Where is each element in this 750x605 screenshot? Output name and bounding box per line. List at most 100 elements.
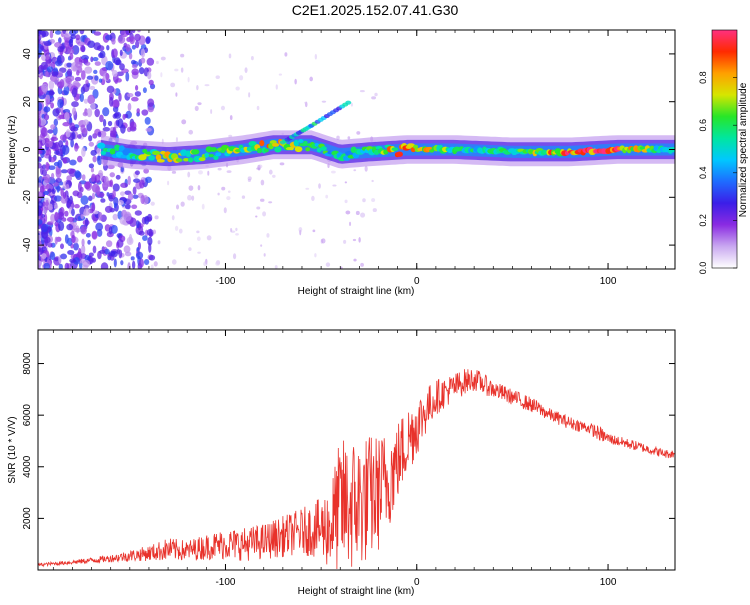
- spectrogram-speckle: [97, 155, 103, 166]
- spectrogram-speckle: [147, 105, 154, 113]
- spectrogram-speckle: [74, 145, 80, 150]
- spectrogram-speckle: [38, 34, 41, 41]
- x-tick-label: 100: [600, 276, 617, 287]
- spectrogram-speckle: [157, 240, 161, 245]
- spectrogram-speckle: [53, 141, 60, 152]
- spectrogram-speckle: [325, 194, 329, 199]
- spectrogram-speckle: [345, 210, 351, 215]
- spectrogram-speckle: [119, 49, 123, 56]
- spectrogram-speckle: [76, 191, 83, 199]
- spectrogram-speckle: [39, 185, 45, 194]
- spectrogram-band-cell: [152, 150, 161, 156]
- spectrogram-speckle: [49, 30, 54, 39]
- spectrogram-speckle: [99, 50, 106, 59]
- spectrogram-speckle: [255, 215, 258, 218]
- spectrogram-band-cell: [142, 148, 148, 154]
- spectrogram-speckle: [81, 147, 86, 158]
- spectrogram-speckle: [138, 230, 145, 236]
- spectrogram-speckle: [197, 185, 201, 191]
- spectrogram-speckle: [67, 237, 73, 247]
- spectrogram-speckle: [94, 75, 99, 81]
- spectrogram-speckle: [171, 259, 177, 265]
- spectrogram-speckle: [147, 236, 153, 246]
- spectrogram-speckle: [114, 112, 120, 117]
- spectrogram-speckle: [311, 195, 315, 201]
- spectrogram-speckle: [88, 252, 94, 257]
- spectrogram-speckle: [57, 46, 65, 53]
- spectrogram-speckle: [154, 215, 159, 220]
- spectrogram-speckle: [314, 53, 318, 60]
- spectrogram-band-cell: [118, 145, 125, 152]
- spectrogram-speckle: [235, 86, 240, 91]
- spectrogram-speckle: [62, 144, 70, 155]
- spectrogram-speckle: [62, 191, 67, 199]
- spectrogram-speckle: [134, 85, 139, 91]
- spectrogram-speckle: [111, 48, 118, 59]
- spectrogram-speckle: [82, 83, 90, 93]
- spectrogram-speckle: [55, 168, 62, 179]
- spectrogram-speckle: [43, 48, 50, 57]
- spectrogram-band-cell: [413, 144, 419, 149]
- spectrogram-band-layer: [97, 100, 675, 171]
- spectrogram-band-cell: [345, 150, 354, 157]
- spectrogram-speckle: [102, 119, 107, 127]
- spectrogram-speckle: [91, 231, 98, 239]
- spectrogram-speckle: [174, 68, 179, 72]
- spectrogram-speckle: [94, 61, 101, 66]
- spectrogram-speckle: [244, 67, 248, 74]
- spectrogram-speckle: [96, 147, 102, 155]
- spectrogram-speckle: [206, 235, 212, 241]
- spectrogram-speckle: [230, 228, 233, 232]
- spectrogram-speckle: [38, 246, 42, 257]
- spectrogram-speckle: [102, 107, 110, 117]
- spectrogram-speckle: [123, 245, 131, 254]
- spectrogram-speckle: [71, 101, 79, 108]
- spectrogram-speckle: [139, 179, 145, 189]
- spectrogram-speckle: [256, 206, 261, 210]
- spectrogram-speckle: [129, 36, 135, 45]
- spectrogram-speckle: [60, 169, 68, 174]
- spectrogram-speckle: [70, 34, 77, 40]
- spectrogram-speckle: [40, 45, 45, 50]
- y-tick-label: -20: [22, 190, 33, 205]
- spectrogram-speckle: [147, 71, 152, 80]
- spectrogram-speckle: [180, 201, 185, 207]
- spectrogram-speckle: [40, 127, 48, 137]
- spectrogram-speckle: [112, 126, 117, 137]
- spectrogram-speckle: [248, 92, 251, 98]
- spectrogram-speckle: [84, 217, 89, 227]
- spectrogram-speckle: [38, 208, 42, 216]
- spectrogram-speckle: [148, 79, 154, 86]
- spectrogram-speckle: [62, 30, 67, 34]
- spectrogram-speckle: [66, 175, 72, 182]
- spectrogram-speckle: [371, 198, 376, 202]
- spectrogram-band-cell: [256, 147, 263, 154]
- spectrogram-speckle: [104, 248, 110, 255]
- spectrogram-speckle: [196, 236, 201, 242]
- spectrogram-speckle: [284, 52, 288, 57]
- spectrogram-speckle: [56, 55, 62, 66]
- spectrogram-speckle: [180, 67, 184, 73]
- spectrogram-speckle: [198, 170, 203, 175]
- y-tick-label: 2000: [22, 507, 33, 530]
- spectrogram-band-cell: [391, 147, 399, 152]
- spectrogram-band-cell: [155, 154, 162, 161]
- spectrogram-speckle: [127, 193, 134, 201]
- spectrogram-speckle: [38, 102, 43, 112]
- spectrogram-y-ticks: -40 -20 0 20 40: [22, 48, 675, 252]
- spectrogram-speckle: [147, 98, 155, 108]
- spectrogram-speckle: [371, 179, 374, 183]
- spectrogram-speckle: [188, 129, 194, 135]
- spectrogram-speckle: [140, 48, 146, 58]
- spectrogram-speckle: [127, 175, 131, 186]
- spectrogram-band-cell: [396, 151, 403, 157]
- spectrogram-speckle: [80, 226, 87, 235]
- spectrogram-speckle: [106, 44, 110, 51]
- spectrogram-speckle: [106, 85, 115, 94]
- spectrogram-speckle: [304, 101, 307, 104]
- spectrogram-speckle: [87, 40, 96, 49]
- spectrogram-speckle: [47, 188, 52, 193]
- spectrogram-speckle: [48, 165, 56, 171]
- spectrogram-speckle: [135, 220, 140, 229]
- spectrogram-speckle: [38, 156, 42, 162]
